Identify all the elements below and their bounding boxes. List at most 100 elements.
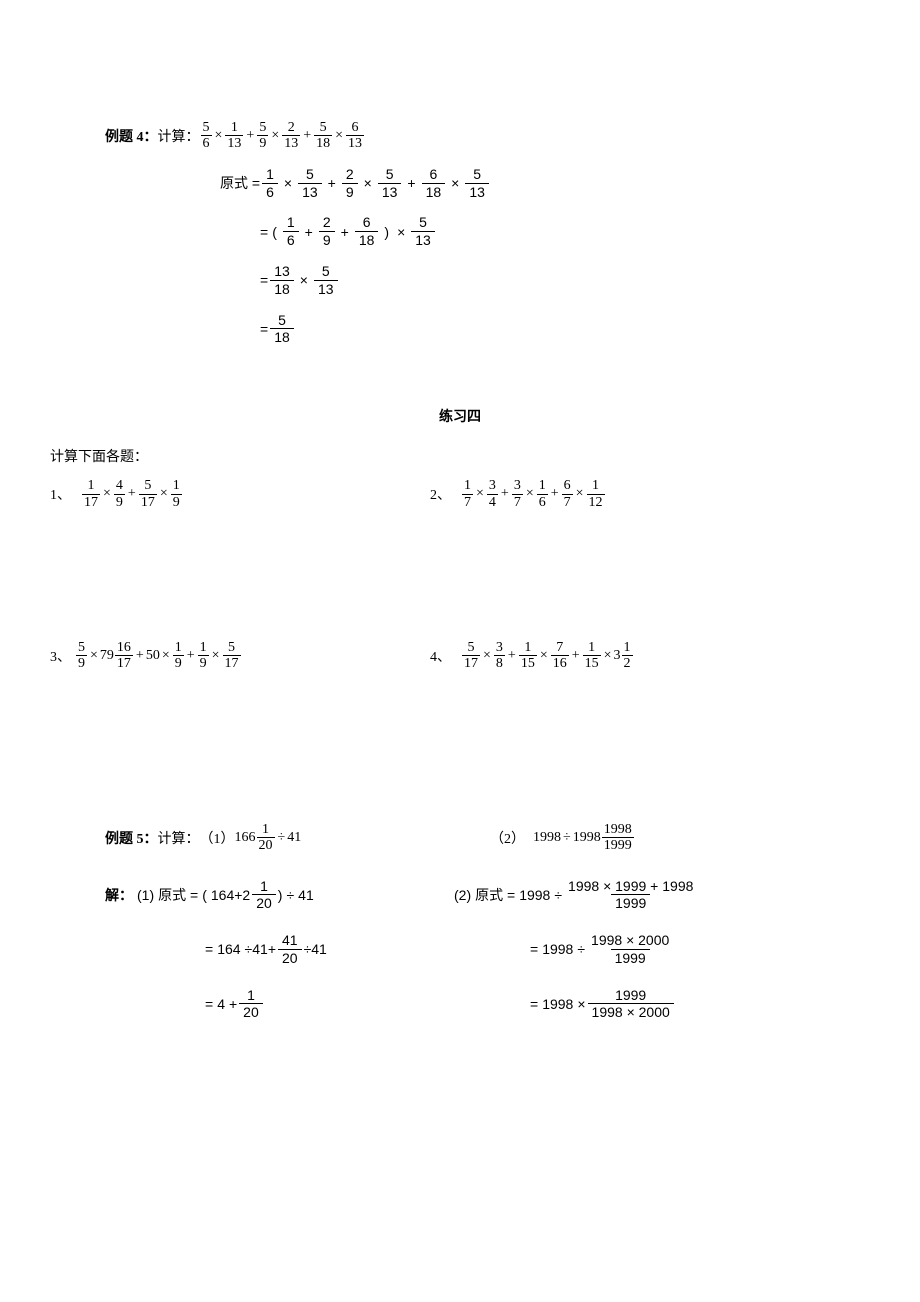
q3-expr: 59 × 79 1617 + 50 × 19 + 19 × 517 [75, 640, 242, 672]
practice4-q4: 4、 517 × 38 + 115 × 716 + 115 × 3 12 [430, 640, 870, 672]
int-41: 41 [252, 941, 268, 957]
add-op: + [499, 486, 511, 502]
q2-expr: 17 × 34 + 37 × 16 + 67 × 112 [461, 478, 606, 510]
frac: 117 [82, 478, 100, 510]
frac: 17 [462, 478, 473, 510]
int-1998: 1998 [538, 996, 577, 1012]
frac: 517 [139, 478, 157, 510]
sol2-line3: = 1998 × 19991998 × 2000 [450, 987, 870, 1022]
example5-part2: （2） 1998 ÷ 1998 19981999 [450, 822, 870, 854]
div-op: ÷ [561, 830, 573, 846]
mul-op: × [210, 648, 222, 664]
frac: 19981999 [602, 822, 634, 854]
example5-sol-line3: = 4 + 120 = 1998 × 19991998 × 2000 [50, 987, 870, 1022]
p2-label: （2） [490, 828, 525, 848]
example5-label: 例题 5： [105, 828, 158, 848]
frac: 115 [519, 640, 537, 672]
frac: 16 [283, 214, 299, 249]
sol2-line2: = 1998 ÷ 1998 × 20001999 [450, 932, 870, 967]
add-op: + [244, 128, 256, 144]
practice4-instruction: 计算下面各题： [50, 446, 870, 466]
mul-op: × [447, 175, 463, 191]
eq: = [260, 224, 268, 240]
q4-expr: 517 × 38 + 115 × 716 + 115 × 3 12 [461, 640, 634, 672]
eq: = [530, 941, 538, 957]
mul-op: × [280, 175, 296, 191]
frac: 115 [583, 640, 601, 672]
int-41: 41 [298, 887, 314, 903]
mul-op: × [393, 224, 409, 240]
q1-number: 1、 [50, 484, 71, 504]
example4-work-line3: = 1318 × 513 [260, 263, 870, 298]
frac: 59 [76, 640, 87, 672]
p2-a: 1998 [533, 830, 561, 846]
p1-label: （1） [200, 828, 235, 848]
int-50: 50 [146, 648, 160, 664]
q2-number: 2、 [430, 484, 451, 504]
frac: 513 [465, 166, 489, 201]
practice4-q2: 2、 17 × 34 + 37 × 16 + 67 × 112 [430, 478, 870, 510]
mul-op: × [213, 128, 225, 144]
practice4-q1: 1、 117 × 49 + 517 × 19 [50, 478, 430, 510]
div-op: ÷ [577, 941, 585, 957]
frac: 120 [252, 878, 276, 913]
sol-label: 解： [105, 885, 133, 905]
add-op: + [324, 175, 340, 191]
eq: = [205, 941, 213, 957]
int-1998: 1998 [538, 941, 577, 957]
sol1-line2: = 164 ÷ 41 + 4120 ÷ 41 [50, 932, 450, 967]
example4-label: 例题 4： [105, 126, 158, 146]
mul-op: × [296, 272, 312, 288]
frac: 16 [262, 166, 278, 201]
mul-op: × [524, 486, 536, 502]
frac: 4120 [278, 932, 302, 967]
int-41: 41 [311, 941, 327, 957]
p2-mixed-int: 1998 [573, 830, 601, 846]
div-op: ÷ [276, 830, 288, 846]
eq: = [205, 996, 213, 1012]
div-op: ÷ [245, 941, 253, 957]
practice4-row2: 3、 59 × 79 1617 + 50 × 19 + 19 × 517 4、 … [50, 640, 870, 672]
frac: 29 [342, 166, 358, 201]
mixed-int: 79 [100, 648, 114, 664]
add-op: + [185, 648, 197, 664]
frac: 513 [411, 214, 435, 249]
mul-op: × [88, 648, 100, 664]
practice4-row1: 1、 117 × 49 + 517 × 19 2、 17 × 34 + 37 ×… [50, 478, 870, 510]
example4-header: 例题 4： 计算： 56 × 113 + 59 × 213 + 518 × 61… [105, 120, 870, 152]
frac: 517 [223, 640, 241, 672]
mul-op: × [160, 648, 172, 664]
frac: 29 [319, 214, 335, 249]
frac: 19 [171, 478, 182, 510]
frac: 112 [587, 478, 605, 510]
frac-2-13: 213 [282, 120, 300, 152]
example5-header-row: 例题 5： 计算： （1） 166 120 ÷ 41 （2） 1998 ÷ 19… [50, 822, 870, 854]
practice4-q3: 3、 59 × 79 1617 + 50 × 19 + 19 × 517 [50, 640, 430, 672]
add-op: + [126, 486, 138, 502]
frac: 716 [551, 640, 569, 672]
mul-op: × [269, 128, 281, 144]
div-op: ÷ [554, 887, 562, 903]
frac-5-6: 56 [201, 120, 212, 152]
mul-op: × [577, 996, 585, 1012]
frac: 518 [270, 312, 294, 347]
int-4: 4 [213, 996, 229, 1012]
frac: 618 [355, 214, 379, 249]
mul-op: × [158, 486, 170, 502]
add-op: + [506, 648, 518, 664]
frac: 19991998 × 2000 [588, 987, 674, 1022]
int-164: 164 [213, 941, 244, 957]
sol2-label: (2) [454, 887, 471, 903]
work-prefix: 原式 = [220, 173, 260, 193]
sol2-l1-prefix: 原式 = [475, 885, 515, 905]
add-op: + [570, 648, 582, 664]
frac: 38 [494, 640, 505, 672]
practice4-title: 练习四 [50, 406, 870, 426]
sol1-label: (1) [137, 887, 154, 903]
frac: 37 [512, 478, 523, 510]
sol1-line3: = 4 + 120 [50, 987, 450, 1022]
frac: 120 [257, 822, 275, 854]
add-op: + [301, 224, 317, 240]
frac: 1617 [115, 640, 133, 672]
frac: 517 [462, 640, 480, 672]
